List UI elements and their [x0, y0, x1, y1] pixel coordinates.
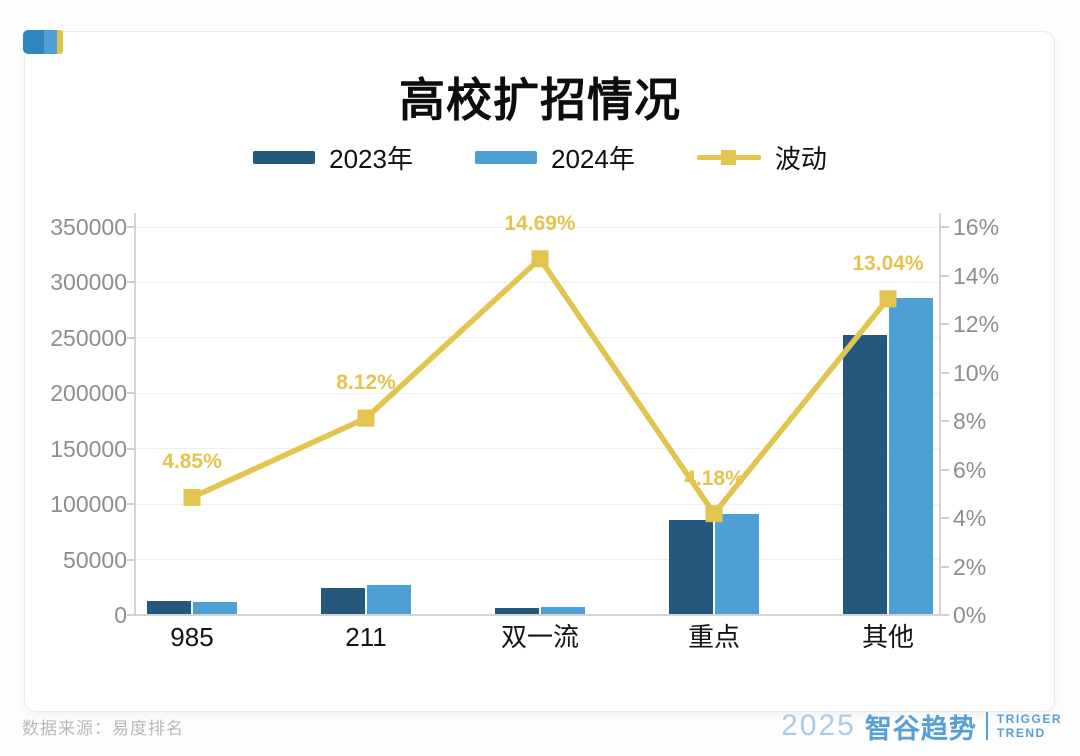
corner-logo: [23, 30, 63, 54]
x-axis-line: [130, 614, 945, 616]
bar-2024年-985: [193, 601, 237, 615]
y-right-tick-label: 6%: [953, 456, 987, 483]
legend-item-2023: 2023年: [253, 139, 413, 176]
y-left-tick-label: 250000: [50, 324, 127, 351]
legend-swatch-2024: [474, 150, 537, 164]
y-right-tick-label: 2%: [953, 553, 987, 580]
brand-en-line1: TRIGGER: [996, 712, 1062, 726]
x-category-label: 985: [170, 622, 214, 652]
y-right-tick-mark: [941, 468, 949, 471]
y-left-tick-mark: [127, 447, 135, 450]
x-category-label: 211: [345, 622, 387, 652]
fluctuation-value-label: 4.85%: [162, 450, 222, 474]
y-right-tick-label: 16%: [953, 214, 1000, 240]
y-left-tick-mark: [127, 392, 135, 395]
y-left-tick-label: 300000: [50, 269, 127, 296]
brand-year: 2025: [781, 709, 856, 742]
bar-2024年-其他: [889, 297, 933, 615]
fluctuation-marker-icon: [357, 409, 375, 427]
y-right-tick-label: 0%: [953, 602, 987, 628]
bar-2024年-双一流: [541, 607, 585, 615]
fluctuation-marker-icon: [531, 250, 549, 268]
brand-en-tagline: TRIGGER TREND: [997, 712, 1062, 740]
y-left-tick-mark: [127, 336, 135, 339]
bar-2023年-双一流: [495, 608, 539, 615]
legend-label-2023: 2023年: [329, 143, 413, 174]
legend-swatch-2023: [253, 150, 316, 164]
y-left-tick-label: 200000: [50, 380, 127, 407]
y-right-tick-mark: [941, 565, 949, 568]
x-category-label: 重点: [687, 622, 740, 652]
y-left-tick-label: 50000: [63, 546, 127, 573]
gridline-y: [135, 559, 940, 561]
square-marker-icon: [720, 149, 736, 165]
legend-item-fluctuation: 波动: [696, 139, 827, 176]
bar-2023年-985: [147, 601, 191, 615]
y-right-tick-mark: [941, 323, 949, 325]
x-category-label: 双一流: [500, 622, 579, 652]
bar-2024年-211: [367, 584, 411, 615]
legend-swatch-fluctuation: [696, 149, 761, 166]
y-right-tick-label: 14%: [953, 262, 1000, 289]
y-left-tick-label: 350000: [50, 214, 127, 240]
logo-block-lightblue-icon: [44, 30, 57, 54]
y-left-tick-mark: [127, 558, 135, 561]
y-left-tick-label: 150000: [50, 435, 127, 462]
brand-divider: [985, 712, 988, 740]
brand-name: 智谷趋势: [864, 713, 977, 744]
legend-label-fluctuation: 波动: [774, 143, 827, 174]
chart-title: 高校扩招情况: [399, 74, 681, 126]
fluctuation-marker-icon: [705, 505, 723, 523]
fluctuation-value-label: 13.04%: [852, 251, 924, 275]
bar-2023年-其他: [843, 334, 887, 615]
y-right-tick-mark: [941, 226, 949, 228]
gridline-y: [135, 226, 940, 228]
fluctuation-value-label: 8.12%: [336, 371, 396, 395]
y-right-tick-label: 8%: [953, 408, 987, 434]
y-left-tick-label: 0: [114, 602, 127, 628]
y-right-tick-mark: [941, 614, 949, 616]
footer: 数据来源：易度排名 2025 智谷趋势 TRIGGER TREND: [22, 708, 1062, 744]
bar-2024年-重点: [715, 514, 759, 615]
y-right-tick-mark: [941, 420, 949, 422]
y-right-tick-label: 12%: [953, 311, 1000, 337]
y-left-tick-mark: [127, 503, 135, 506]
y-left-tick-mark: [127, 226, 135, 228]
bar-2023年-重点: [669, 519, 713, 615]
fluctuation-value-label: 4.18%: [684, 466, 744, 490]
brand-en-line2: TREND: [996, 726, 1046, 740]
bar-2023年-211: [321, 587, 365, 615]
y-left-tick-label: 100000: [50, 491, 127, 518]
gridline-y: [135, 448, 940, 450]
y-axis-right-line: [939, 213, 941, 615]
y-right-tick-label: 4%: [953, 505, 987, 531]
logo-block-yellow-icon: [57, 30, 63, 54]
logo-block-blue-icon: [23, 30, 44, 54]
fluctuation-marker-icon: [183, 488, 201, 506]
gridline-y: [135, 337, 940, 339]
fluctuation-value-label: 14.69%: [504, 211, 576, 235]
y-right-tick-mark: [941, 274, 949, 277]
source-note: 数据来源：易度排名: [22, 718, 184, 738]
legend-item-2024: 2024年: [474, 139, 635, 176]
gridline-y: [135, 392, 940, 394]
y-left-tick-mark: [127, 281, 135, 284]
brand-logo: 2025 智谷趋势 TRIGGER TREND: [781, 707, 1062, 746]
x-category-label: 其他: [861, 622, 914, 652]
gridline-y: [135, 281, 940, 283]
y-axis-left-line: [134, 213, 136, 615]
legend: 2023年 2024年 波动: [0, 140, 1080, 174]
fluctuation-marker-icon: [879, 290, 897, 308]
y-right-tick-label: 10%: [953, 359, 1000, 386]
gridline-y: [135, 503, 940, 505]
legend-label-2024: 2024年: [550, 143, 635, 174]
y-right-tick-mark: [941, 371, 949, 374]
y-right-tick-mark: [941, 517, 949, 519]
